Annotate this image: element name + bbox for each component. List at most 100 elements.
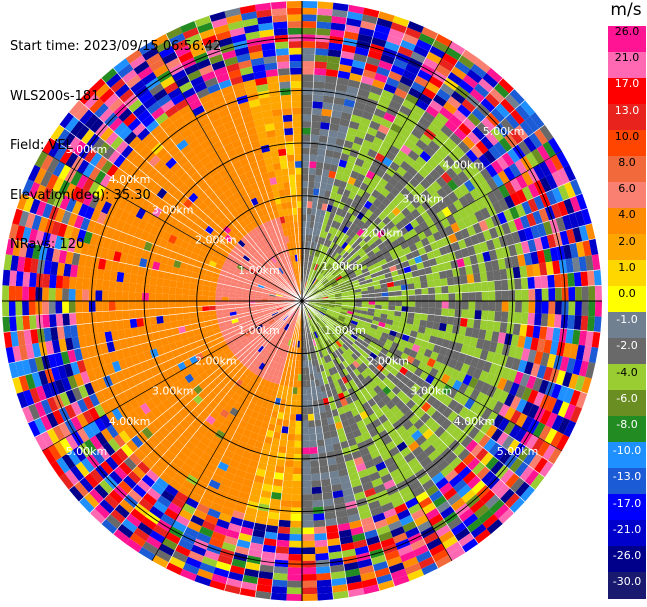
- velocity-bin: [498, 78, 515, 94]
- velocity-bin: [302, 114, 312, 122]
- velocity-bin: [312, 88, 325, 96]
- velocity-bin: [172, 69, 187, 82]
- velocity-bin: [369, 327, 377, 334]
- velocity-bin: [210, 255, 219, 263]
- velocity-bin: [402, 171, 414, 183]
- velocity-bin: [429, 224, 439, 235]
- velocity-bin: [377, 124, 390, 135]
- velocity-bin: [264, 531, 278, 540]
- velocity-bin: [521, 200, 533, 215]
- velocity-bin: [318, 329, 324, 336]
- velocity-bin: [234, 254, 243, 262]
- velocity-bin: [257, 503, 270, 512]
- velocity-bin: [334, 290, 342, 295]
- velocity-bin: [110, 78, 126, 93]
- velocity-bin: [235, 304, 243, 308]
- velocity-bin: [138, 497, 154, 512]
- velocity-bin: [230, 209, 240, 219]
- velocity-bin: [391, 93, 405, 105]
- velocity-bin: [328, 329, 335, 336]
- velocity-bin: [117, 329, 126, 340]
- velocity-bin: [338, 159, 348, 168]
- velocity-bin: [447, 285, 456, 294]
- velocity-bin: [99, 224, 110, 238]
- velocity-bin: [451, 241, 461, 252]
- velocity-bin: [393, 315, 401, 322]
- velocity-bin: [328, 170, 337, 179]
- velocity-bin: [134, 183, 146, 196]
- velocity-bin: [327, 307, 335, 312]
- velocity-bin: [539, 124, 554, 142]
- velocity-bin: [250, 268, 258, 275]
- velocity-bin: [237, 250, 245, 258]
- velocity-bin: [422, 502, 437, 515]
- velocity-bin: [302, 61, 315, 68]
- velocity-bin: [259, 496, 271, 506]
- velocity-bin: [432, 248, 442, 258]
- velocity-bin: [453, 479, 468, 493]
- velocity-bin: [278, 259, 284, 267]
- velocity-bin: [171, 133, 185, 146]
- velocity-bin: [215, 309, 223, 315]
- velocity-bin: [275, 253, 281, 261]
- velocity-bin: [444, 119, 459, 133]
- velocity-bin: [216, 258, 225, 266]
- velocity-bin: [422, 259, 431, 269]
- velocity-bin: [375, 424, 386, 434]
- velocity-bin: [18, 241, 29, 258]
- velocity-bin: [238, 532, 253, 543]
- velocity-bin: [422, 428, 434, 440]
- velocity-bin: [447, 179, 459, 192]
- velocity-bin: [182, 198, 193, 209]
- velocity-bin: [591, 331, 601, 348]
- velocity-bin: [221, 355, 230, 364]
- velocity-bin: [317, 321, 323, 328]
- velocity-bin: [346, 246, 354, 254]
- velocity-bin: [251, 265, 259, 272]
- velocity-bin: [346, 338, 354, 346]
- velocity-bin: [374, 567, 391, 578]
- velocity-bin: [269, 249, 276, 257]
- velocity-bin: [183, 318, 192, 326]
- velocity-bin: [258, 370, 266, 379]
- velocity-bin: [234, 243, 243, 251]
- velocity-bin: [307, 413, 315, 421]
- velocity-bin: [40, 187, 53, 203]
- velocity-bin: [155, 293, 163, 301]
- velocity-bin: [345, 500, 358, 510]
- velocity-bin: [218, 152, 230, 163]
- velocity-bin: [125, 538, 143, 553]
- velocity-bin: [59, 391, 71, 407]
- velocity-bin: [445, 47, 462, 61]
- velocity-bin: [323, 246, 330, 254]
- velocity-bin: [323, 341, 329, 349]
- velocity-bin: [507, 278, 515, 291]
- velocity-bin: [358, 354, 367, 363]
- velocity-bin: [287, 286, 293, 293]
- velocity-bin: [405, 526, 420, 539]
- velocity-bin: [209, 314, 218, 321]
- velocity-bin: [479, 349, 489, 361]
- velocity-bin: [320, 115, 332, 124]
- velocity-bin: [327, 538, 341, 547]
- velocity-bin: [246, 276, 254, 282]
- velocity-bin: [156, 278, 164, 287]
- velocity-bin: [404, 27, 422, 40]
- velocity-bin: [493, 141, 507, 156]
- velocity-bin: [421, 287, 429, 295]
- velocity-bin: [23, 257, 32, 273]
- velocity-bin: [199, 326, 207, 334]
- velocity-bin: [295, 320, 298, 328]
- velocity-bin: [323, 348, 330, 356]
- velocity-bin: [465, 149, 479, 163]
- velocity-bin: [248, 271, 256, 277]
- velocity-bin: [236, 362, 244, 371]
- velocity-bin: [119, 499, 135, 514]
- velocity-bin: [108, 97, 124, 113]
- velocity-bin: [345, 161, 355, 171]
- velocity-bin: [466, 69, 483, 84]
- velocity-bin: [588, 285, 596, 301]
- velocity-bin: [436, 199, 448, 211]
- velocity-bin: [268, 241, 275, 249]
- velocity-bin: [257, 345, 265, 353]
